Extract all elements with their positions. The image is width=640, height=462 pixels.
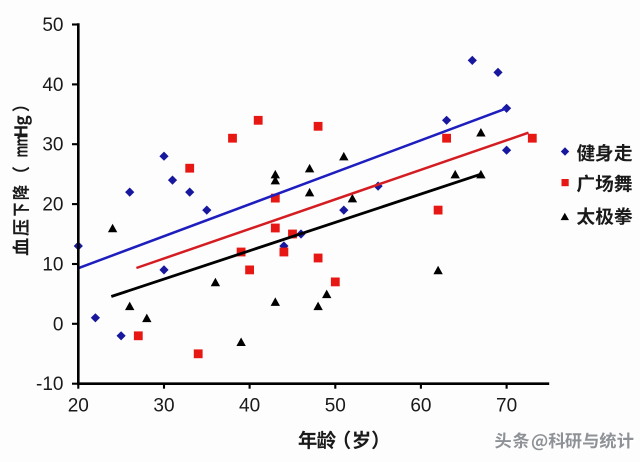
svg-text:20: 20 — [68, 395, 89, 416]
svg-text:60: 60 — [410, 395, 431, 416]
svg-text:30: 30 — [42, 135, 63, 156]
svg-text:40: 40 — [239, 395, 260, 416]
svg-text:50: 50 — [325, 395, 346, 416]
svg-text:50: 50 — [42, 15, 63, 36]
svg-text:30: 30 — [153, 395, 174, 416]
svg-text:10: 10 — [42, 255, 63, 276]
svg-text:0: 0 — [53, 314, 64, 335]
svg-text:20: 20 — [42, 195, 63, 216]
svg-text:70: 70 — [496, 395, 517, 416]
svg-text:-10: -10 — [36, 374, 63, 395]
svg-text:40: 40 — [42, 75, 63, 96]
